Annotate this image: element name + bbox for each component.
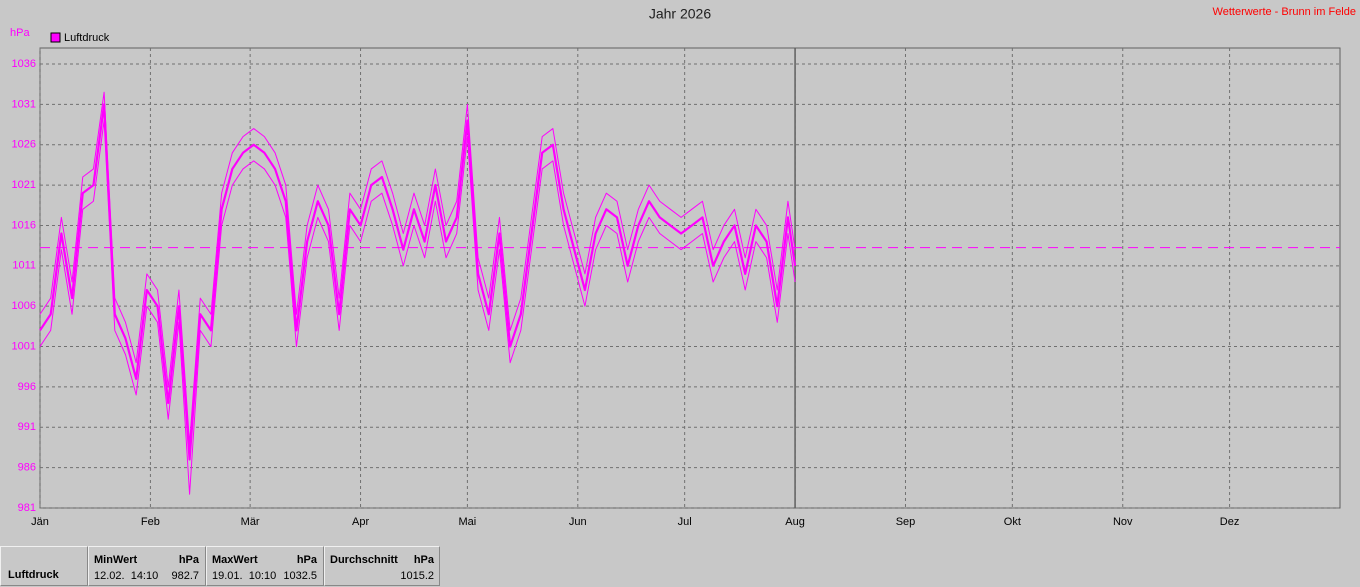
stats-unit: hPa	[413, 554, 434, 566]
y-tick-label: 1026	[12, 139, 36, 151]
stats-unit: hPa	[296, 554, 317, 566]
x-tick-label: Aug	[785, 516, 805, 528]
y-tick-label: 981	[18, 502, 36, 514]
y-tick-label: 1011	[12, 260, 36, 272]
stats-unit: hPa	[178, 554, 199, 566]
x-tick-label: Feb	[141, 516, 160, 528]
data-line	[39, 120, 796, 495]
stats-value: 982.7	[171, 570, 199, 582]
stats-cell: MaxWert hPa 19.01. 10:10 1032.5	[206, 546, 324, 586]
y-tick-label: 986	[18, 462, 36, 474]
stats-label: Luftdruck	[8, 569, 59, 581]
legend-swatch	[50, 32, 61, 43]
data-line	[39, 91, 796, 444]
x-tick-label: Mär	[241, 516, 260, 528]
stats-header: MaxWert	[212, 554, 258, 566]
x-tick-label: Nov	[1113, 516, 1133, 528]
chart-title: Jahr 2026	[649, 6, 711, 22]
x-tick-label: Sep	[896, 516, 916, 528]
y-tick-label: 1001	[12, 340, 36, 352]
stats-value: 1032.5	[283, 570, 317, 582]
x-tick-label: Dez	[1220, 516, 1240, 528]
y-tick-label: 1036	[12, 58, 36, 70]
source-label: Wetterwerte - Brunn im Felde	[1213, 6, 1356, 18]
chart: Jahr 2026 Wetterwerte - Brunn im Felde h…	[10, 6, 1356, 528]
stats-label-cell: Luftdruck	[0, 546, 88, 586]
x-tick-label: Okt	[1004, 516, 1021, 528]
data-line	[39, 103, 797, 461]
x-tick-label: Jän	[31, 516, 49, 528]
stats-cell: MinWert hPa 12.02. 14:10 982.7	[88, 546, 206, 586]
stats-value: 1015.2	[400, 570, 434, 582]
y-tick-label: 1021	[12, 179, 36, 191]
y-tick-label: 1016	[12, 219, 36, 231]
x-tick-label: Jul	[678, 516, 692, 528]
y-tick-label: 1006	[12, 300, 36, 312]
stats-time: 19.01. 10:10	[212, 570, 277, 582]
y-tick-label: 996	[18, 381, 36, 393]
y-unit: hPa	[10, 27, 30, 39]
stats-header: Durchschnitt	[330, 554, 398, 566]
y-tick-label: 1031	[12, 98, 36, 110]
x-tick-label: Jun	[569, 516, 587, 528]
plot-frame	[39, 47, 1341, 509]
stats-header: MinWert	[94, 554, 138, 566]
stats-time: 12.02. 14:10	[94, 570, 159, 582]
legend-label: Luftdruck	[64, 32, 110, 44]
x-tick-label: Apr	[352, 516, 369, 528]
x-tick-label: Mai	[459, 516, 477, 528]
y-tick-label: 991	[18, 421, 36, 433]
stats-cell: Durchschnitt hPa 1015.2	[324, 546, 440, 586]
